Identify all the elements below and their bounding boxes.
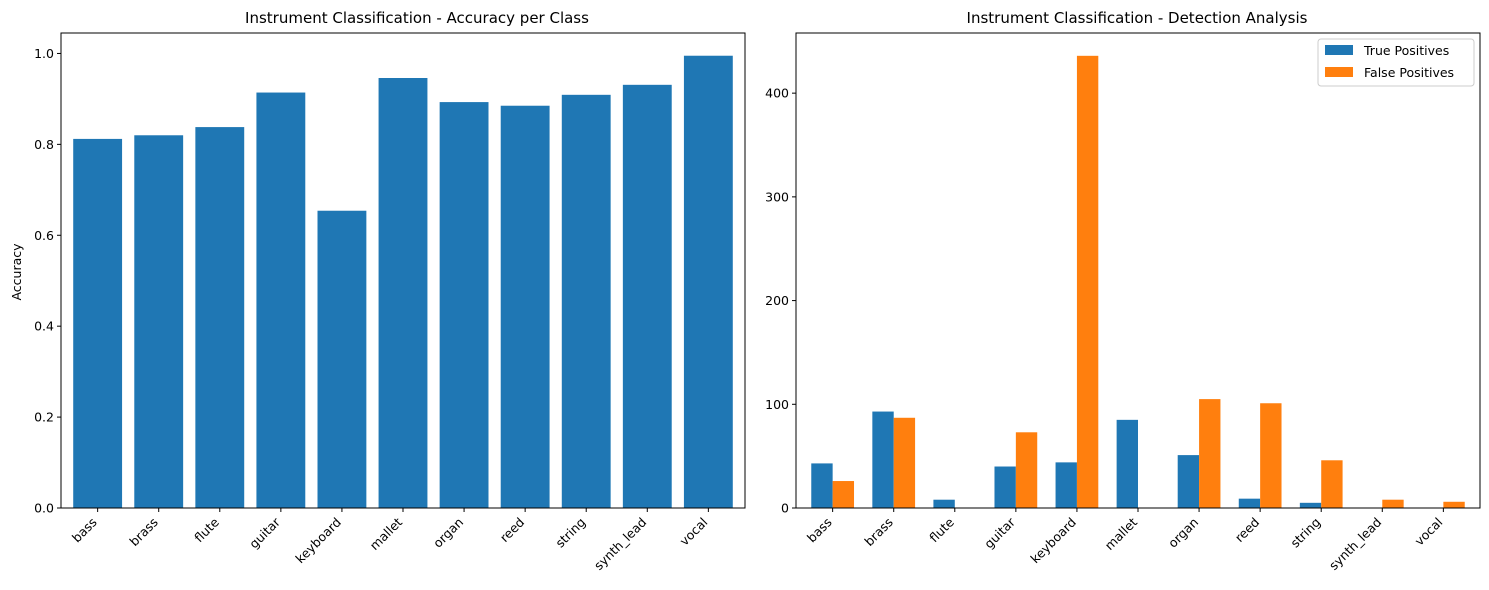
accuracy-bar-guitar bbox=[256, 92, 306, 508]
bar-false-positives-guitar bbox=[1015, 432, 1038, 508]
accuracy-x-tick-label: organ bbox=[430, 515, 466, 551]
accuracy-bar-reed bbox=[500, 105, 550, 509]
detection-legend: True Positives False Positives bbox=[1317, 38, 1475, 87]
detection-plot-frame bbox=[795, 32, 1481, 509]
legend-swatch-true-positives bbox=[1325, 45, 1353, 55]
legend-frame bbox=[1317, 38, 1475, 87]
legend-label-true-positives: True Positives bbox=[1363, 43, 1449, 58]
detection-x-tick-label: bass bbox=[804, 515, 835, 546]
detection-x-tick-label: flute bbox=[926, 514, 957, 545]
detection-x-tick-label: string bbox=[1287, 515, 1323, 551]
detection-bars bbox=[811, 55, 1465, 509]
detection-x-tick-label: brass bbox=[861, 515, 895, 549]
accuracy-plot-frame bbox=[60, 32, 746, 509]
bar-true-positives-keyboard bbox=[1055, 462, 1077, 508]
legend-swatch-false-positives bbox=[1325, 67, 1353, 77]
bar-true-positives-brass bbox=[872, 411, 894, 508]
accuracy-bar-vocal bbox=[683, 55, 733, 509]
accuracy-x-tick-label: vocal bbox=[676, 515, 710, 549]
detection-y-tick-label: 100 bbox=[765, 397, 789, 412]
accuracy-bars bbox=[73, 55, 733, 509]
bar-false-positives-reed bbox=[1260, 403, 1282, 508]
bar-true-positives-guitar bbox=[994, 466, 1016, 508]
bar-true-positives-flute bbox=[933, 499, 955, 508]
detection-x-tick-label: synth_lead bbox=[1326, 515, 1384, 573]
detection-y-tick-label: 400 bbox=[765, 86, 789, 101]
accuracy-x-tick-label: synth_lead bbox=[591, 515, 649, 573]
accuracy-y-tick-label: 0.0 bbox=[34, 501, 54, 516]
bar-true-positives-reed bbox=[1238, 498, 1261, 508]
accuracy-y-ticks: 0.0 0.2 0.4 0.6 0.8 1.0 bbox=[34, 46, 61, 516]
bar-true-positives-string bbox=[1299, 502, 1322, 508]
accuracy-y-tick-label: 0.4 bbox=[34, 319, 54, 334]
accuracy-bar-synth_lead bbox=[622, 84, 672, 509]
accuracy-x-ticks: bass brass flute guitar keyboard mallet organ r… bbox=[69, 508, 710, 573]
detection-x-tick-label: guitar bbox=[981, 514, 1018, 551]
bar-false-positives-synth_lead bbox=[1382, 499, 1404, 508]
bar-false-positives-organ bbox=[1199, 399, 1221, 508]
accuracy-bar-flute bbox=[195, 127, 245, 508]
detection-x-ticks: bass brass flute guitar keyboard mallet organ r… bbox=[804, 508, 1445, 573]
accuracy-x-tick-label: string bbox=[552, 515, 588, 551]
accuracy-y-tick-label: 0.2 bbox=[34, 410, 54, 425]
accuracy-y-axis-label: Accuracy bbox=[9, 243, 24, 301]
detection-x-tick-label: organ bbox=[1165, 515, 1201, 551]
detection-chart-title: Instrument Classification - Detection An… bbox=[967, 9, 1308, 27]
legend-label-false-positives: False Positives bbox=[1364, 65, 1454, 80]
accuracy-x-tick-label: reed bbox=[497, 515, 528, 546]
bar-false-positives-keyboard bbox=[1076, 55, 1099, 509]
detection-x-tick-label: vocal bbox=[1411, 515, 1445, 549]
accuracy-bar-organ bbox=[439, 102, 489, 508]
detection-y-tick-label: 0 bbox=[781, 501, 789, 516]
accuracy-y-tick-label: 1.0 bbox=[34, 46, 54, 61]
bar-false-positives-string bbox=[1321, 460, 1343, 508]
accuracy-bar-bass bbox=[73, 138, 123, 508]
accuracy-x-tick-label: flute bbox=[191, 514, 222, 545]
accuracy-bar-brass bbox=[134, 135, 184, 509]
bar-true-positives-bass bbox=[811, 463, 833, 508]
accuracy-x-tick-label: brass bbox=[126, 515, 160, 549]
detection-y-ticks: 0 100 200 300 400 bbox=[765, 86, 796, 516]
accuracy-x-tick-label: bass bbox=[69, 515, 100, 546]
accuracy-y-tick-label: 0.8 bbox=[34, 137, 54, 152]
bar-true-positives-organ bbox=[1177, 455, 1200, 508]
accuracy-x-tick-label: guitar bbox=[246, 514, 283, 551]
bar-false-positives-bass bbox=[832, 481, 855, 508]
bar-true-positives-mallet bbox=[1116, 419, 1138, 508]
accuracy-bar-keyboard bbox=[317, 210, 367, 508]
detection-x-tick-label: reed bbox=[1232, 515, 1263, 546]
accuracy-chart-title: Instrument Classification - Accuracy per… bbox=[245, 9, 589, 27]
accuracy-bar-string bbox=[561, 94, 611, 509]
detection-x-tick-label: mallet bbox=[1102, 514, 1141, 553]
accuracy-x-tick-label: mallet bbox=[367, 514, 406, 553]
detection-x-tick-label: keyboard bbox=[1027, 515, 1079, 567]
bar-false-positives-brass bbox=[893, 417, 916, 508]
accuracy-bar-mallet bbox=[378, 78, 428, 508]
accuracy-x-tick-label: keyboard bbox=[292, 515, 344, 567]
detection-y-tick-label: 300 bbox=[765, 189, 789, 204]
accuracy-y-tick-label: 0.6 bbox=[34, 228, 54, 243]
detection-chart: Instrument Classification - Detection An… bbox=[765, 9, 1481, 573]
bar-false-positives-vocal bbox=[1443, 501, 1465, 508]
detection-y-tick-label: 200 bbox=[765, 293, 789, 308]
accuracy-chart: Instrument Classification - Accuracy per… bbox=[9, 9, 746, 573]
